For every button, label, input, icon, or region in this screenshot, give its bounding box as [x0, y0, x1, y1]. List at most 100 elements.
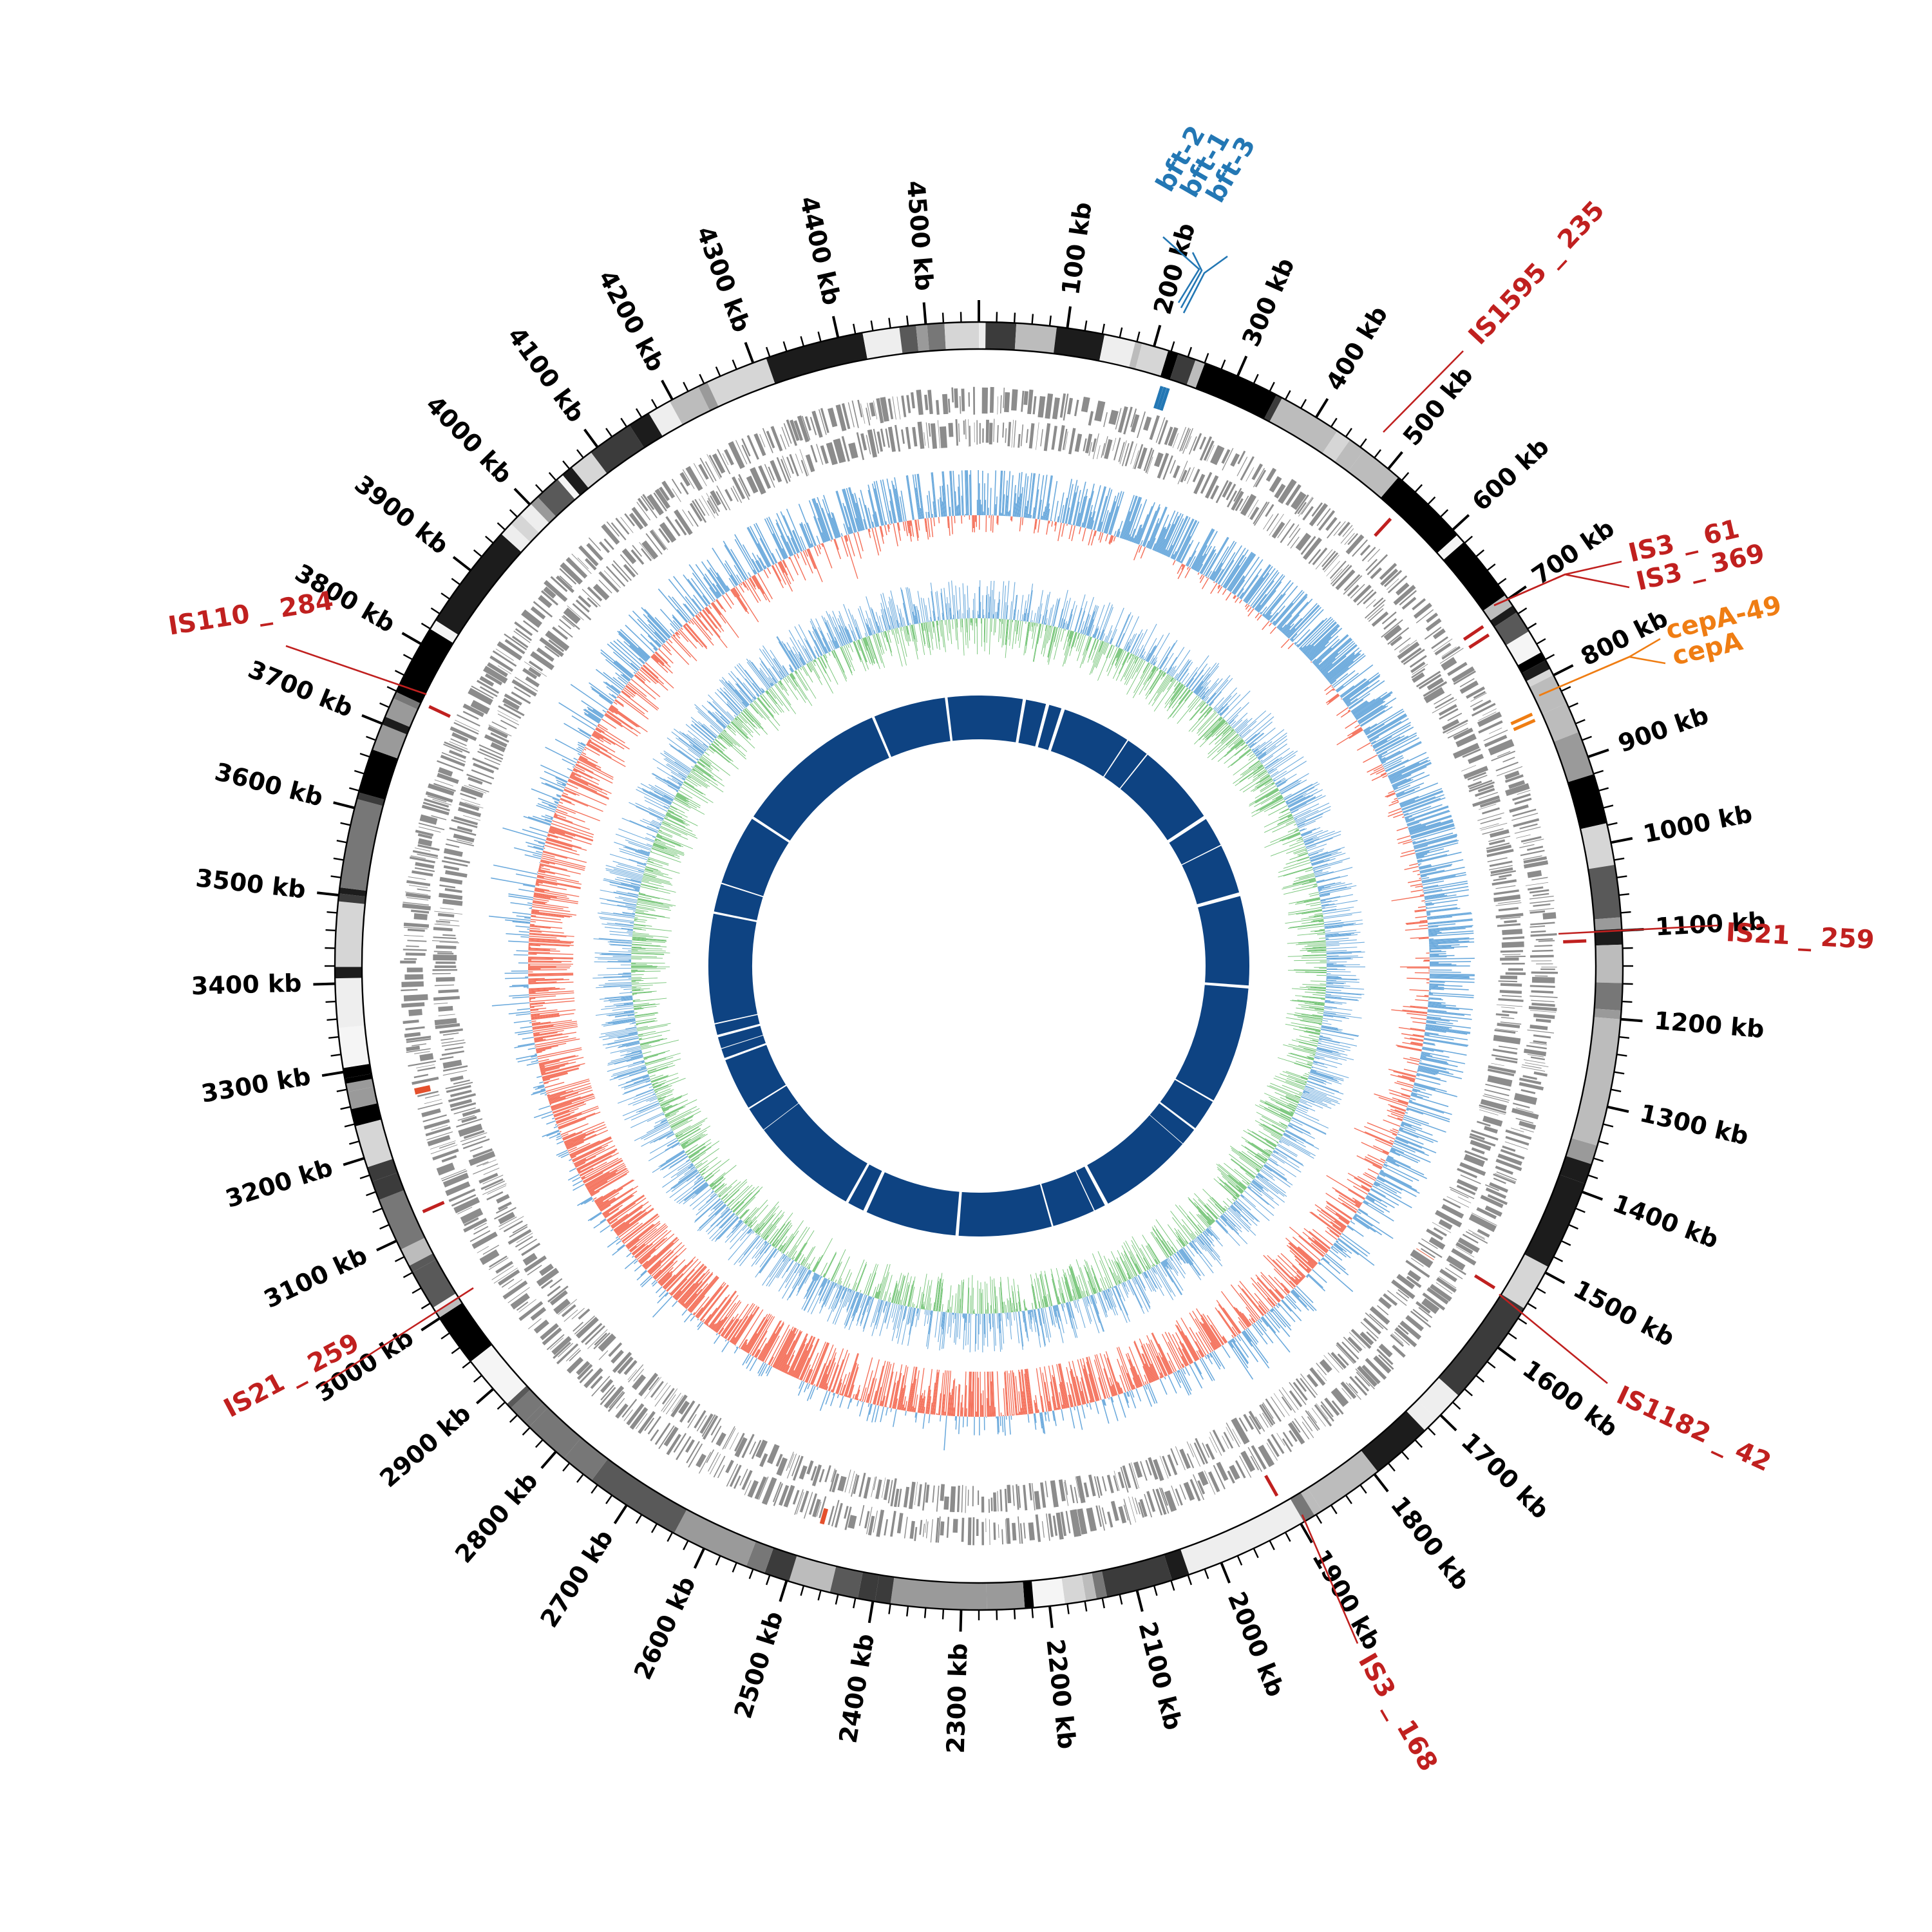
cds-feature	[464, 802, 484, 809]
cds-feature	[659, 522, 677, 543]
cds-feature	[1289, 1430, 1298, 1443]
gc-skew-bar	[1354, 691, 1392, 717]
ruler-ticks-group	[313, 300, 1644, 1632]
gc-skew-bar	[1250, 570, 1278, 607]
cds-feature	[1470, 692, 1487, 702]
cds-feature	[1231, 1417, 1250, 1445]
cds-feature	[551, 1336, 572, 1356]
cds-feature	[738, 473, 751, 497]
gc-skew-bar	[1079, 496, 1088, 527]
gc-skew-bar	[1142, 1366, 1151, 1383]
gc-skew-bar	[527, 816, 551, 825]
cds-feature	[1394, 637, 1411, 650]
cds-feature	[476, 679, 500, 694]
gc-skew-bar	[558, 702, 598, 727]
gc-skew-bar	[1421, 1053, 1433, 1057]
axis-tick-label: 1600 kb	[1517, 1354, 1623, 1443]
gc-skew-bar	[1119, 495, 1135, 538]
gc-skew-bar	[1296, 1285, 1314, 1303]
gc-skew-bar	[1403, 840, 1412, 845]
gc-skew-bar	[527, 928, 530, 930]
gc-skew-bar	[987, 1371, 990, 1417]
cds-feature	[1095, 1505, 1103, 1528]
gc-skew-bar	[551, 1117, 555, 1120]
gc-skew-bar	[616, 1240, 622, 1245]
gc-skew-bar	[1084, 491, 1094, 528]
gc-skew-bar	[608, 1221, 611, 1224]
gc-skew-bar	[842, 502, 853, 534]
gc-skew-bar	[730, 589, 736, 598]
contig-block	[439, 1303, 492, 1362]
gc-skew-bar	[1074, 1406, 1075, 1410]
cds-feature	[696, 1415, 707, 1432]
contig-block	[1517, 652, 1546, 674]
minor-tick	[1013, 312, 1016, 323]
cds-feature	[1123, 406, 1133, 435]
gc-skew-bar	[1428, 1004, 1446, 1007]
gc-skew-bar	[1005, 480, 1008, 516]
gc-content-bar	[996, 611, 998, 619]
minor-tick	[1614, 857, 1625, 861]
axis-tick-label: 4500 kb	[902, 180, 939, 292]
gc-skew-bar	[1202, 578, 1209, 589]
cds-feature	[968, 419, 969, 447]
gc-skew-bar	[1406, 1012, 1427, 1016]
cds-feature	[442, 1032, 459, 1036]
gc-skew-bar	[983, 511, 984, 516]
gc-skew-bar	[1326, 1202, 1352, 1220]
gc-skew-bar	[567, 1146, 577, 1152]
gc-skew-bar	[538, 869, 555, 875]
gc-skew-bar	[1299, 1278, 1302, 1282]
cds-feature	[507, 1287, 530, 1303]
gc-skew-bar	[1162, 513, 1182, 555]
cds-feature	[1251, 1444, 1267, 1470]
gc-content-bar	[1089, 624, 1095, 637]
gc-skew-bar	[1170, 516, 1191, 558]
gc-skew-bar	[588, 739, 608, 752]
cds-feature	[482, 1175, 504, 1185]
minor-tick	[1575, 719, 1586, 724]
gc-skew-bar	[1415, 999, 1428, 1001]
gc-skew-bar	[908, 1367, 917, 1412]
cds-feature	[621, 548, 637, 564]
minor-tick	[451, 1347, 460, 1354]
gc-content-bar	[1034, 623, 1036, 626]
gc-skew-bar	[1424, 1034, 1454, 1041]
gc-skew-bar	[580, 755, 588, 761]
gc-skew-bar	[816, 1387, 819, 1390]
cds-feature	[1333, 521, 1346, 536]
cds-feature	[1432, 1222, 1452, 1233]
cds-feature	[1372, 597, 1384, 607]
gc-skew-bar	[1374, 1182, 1380, 1186]
gc-skew-bar	[1369, 736, 1379, 743]
gc-skew-bar	[1212, 542, 1237, 582]
gc-content-bar	[1051, 598, 1058, 627]
gc-skew-bar	[1316, 1209, 1345, 1230]
cds-feature	[1204, 1470, 1216, 1495]
gc-skew-bar	[1034, 1399, 1037, 1414]
cds-feature	[1495, 1159, 1522, 1171]
gc-content-bar	[1074, 594, 1086, 632]
cds-feature	[434, 923, 460, 927]
gc-skew-bar	[1396, 826, 1408, 831]
gc-skew-bar	[768, 1356, 774, 1365]
minor-tick	[1587, 1174, 1598, 1180]
gc-skew-bar	[595, 1179, 634, 1204]
gc-skew-bar	[1323, 656, 1347, 676]
gc-skew-bar	[683, 1272, 714, 1307]
cds-feature	[638, 1411, 656, 1434]
gc-skew-bar	[1383, 1119, 1401, 1127]
cds-feature	[450, 726, 477, 741]
gc-skew-bar	[934, 1369, 940, 1415]
cds-feature	[1524, 1062, 1549, 1068]
gc-skew-bar	[542, 1067, 579, 1078]
gc-skew-bar	[844, 506, 854, 534]
major-tick	[1611, 837, 1633, 844]
gc-skew-bar	[643, 1236, 677, 1268]
gc-skew-bar	[986, 1397, 988, 1417]
cds-feature	[433, 782, 456, 792]
cds-feature	[1323, 554, 1340, 573]
gc-skew-bar	[1238, 1316, 1247, 1329]
gc-skew-bar	[905, 475, 914, 520]
gc-skew-bar	[952, 470, 956, 516]
